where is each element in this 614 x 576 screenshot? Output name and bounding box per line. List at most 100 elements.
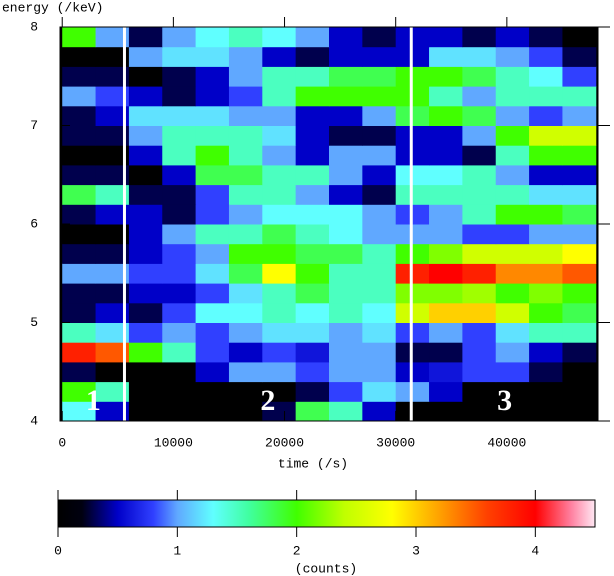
heatmap-cell bbox=[362, 125, 397, 146]
heatmap-cell bbox=[228, 164, 263, 186]
heatmap-cell bbox=[495, 263, 530, 284]
heatmap-cell bbox=[95, 361, 130, 383]
heatmap-cell bbox=[162, 322, 197, 343]
heatmap-cell bbox=[128, 105, 163, 126]
heatmap-cell bbox=[262, 263, 297, 284]
heatmap-cell bbox=[295, 283, 330, 304]
colorbar-tick-label: 1 bbox=[173, 543, 181, 558]
heatmap-cell bbox=[295, 361, 330, 383]
heatmap-cell bbox=[562, 381, 597, 402]
heatmap-cell bbox=[362, 322, 397, 343]
heatmap-cell bbox=[529, 145, 563, 166]
heatmap-cell bbox=[228, 66, 263, 87]
heatmap-cell bbox=[362, 204, 397, 225]
heatmap-cell bbox=[562, 66, 597, 87]
heatmap-cell bbox=[462, 145, 497, 166]
heatmap-cell bbox=[529, 381, 563, 402]
heatmap-cell bbox=[128, 27, 163, 48]
colorbar-tick-label: 4 bbox=[531, 543, 539, 558]
heatmap-cell bbox=[162, 302, 197, 323]
heatmap-cell bbox=[529, 243, 563, 264]
heatmap-cell bbox=[62, 105, 97, 126]
heatmap-cell bbox=[128, 401, 163, 422]
heatmap-cell bbox=[195, 361, 230, 383]
heatmap-cell bbox=[95, 184, 130, 205]
heatmap-cell bbox=[562, 86, 597, 107]
heatmap-cell bbox=[195, 164, 230, 186]
y-tick-label: 6 bbox=[30, 216, 38, 231]
heatmap-cell bbox=[562, 145, 597, 166]
heatmap-cell bbox=[329, 322, 363, 343]
heatmap-cell bbox=[462, 263, 497, 284]
heatmap-cell bbox=[95, 204, 130, 225]
heatmap-cell bbox=[429, 145, 463, 166]
heatmap-cell bbox=[429, 164, 463, 186]
heatmap-cell bbox=[462, 86, 497, 107]
heatmap-cell bbox=[62, 263, 97, 284]
region-annotation: 1 bbox=[86, 384, 101, 417]
heatmap-cell bbox=[462, 105, 497, 126]
heatmap-cell bbox=[195, 184, 230, 205]
heatmap-cell bbox=[62, 46, 97, 67]
colorbar bbox=[57, 499, 596, 528]
region-annotation: 3 bbox=[497, 384, 512, 417]
heatmap-cell bbox=[162, 46, 197, 67]
x-tick-label: 0 bbox=[58, 435, 66, 450]
heatmap-cell bbox=[562, 283, 597, 304]
heatmap-cell bbox=[329, 86, 363, 107]
heatmap-cell bbox=[62, 361, 97, 383]
heatmap-cell bbox=[329, 224, 363, 245]
heatmap-cell bbox=[95, 263, 130, 284]
heatmap-cell bbox=[362, 27, 397, 48]
heatmap-cell bbox=[195, 46, 230, 67]
heatmap-cell bbox=[262, 164, 297, 186]
heatmap-cell bbox=[228, 401, 263, 422]
heatmap-cell bbox=[295, 322, 330, 343]
heatmap-cell bbox=[95, 46, 130, 67]
heatmap-cell bbox=[162, 145, 197, 166]
heatmap-cell bbox=[195, 204, 230, 225]
heatmap-cell bbox=[62, 66, 97, 87]
heatmap-cell bbox=[529, 224, 563, 245]
colorbar-tick-label: 3 bbox=[412, 543, 420, 558]
heatmap-cell bbox=[228, 381, 263, 402]
heatmap-cell bbox=[429, 283, 463, 304]
heatmap-cell bbox=[495, 184, 530, 205]
heatmap-cell bbox=[529, 263, 563, 284]
heatmap-cell bbox=[429, 401, 463, 422]
heatmap-cell bbox=[228, 263, 263, 284]
heatmap-cell bbox=[262, 184, 297, 205]
heatmap-cell bbox=[362, 105, 397, 126]
heatmap-cell bbox=[128, 243, 163, 264]
heatmap-cell bbox=[429, 322, 463, 343]
heatmap-cell bbox=[462, 164, 497, 186]
y-tick-label: 5 bbox=[30, 315, 38, 330]
heatmap-cell bbox=[195, 302, 230, 323]
heatmap-cell bbox=[95, 125, 130, 146]
heatmap-cell bbox=[62, 86, 97, 107]
heatmap-cell bbox=[262, 401, 297, 422]
heatmap-cell bbox=[262, 302, 297, 323]
heatmap-cell bbox=[362, 283, 397, 304]
heatmap-cell bbox=[562, 204, 597, 225]
x-tick-label: 30000 bbox=[376, 435, 415, 450]
heatmap-cell bbox=[495, 342, 530, 363]
heatmap-cell bbox=[262, 27, 297, 48]
x-axis-label: time (/s) bbox=[278, 456, 348, 471]
heatmap-cell bbox=[329, 125, 363, 146]
heatmap-cell bbox=[162, 204, 197, 225]
heatmap-cell bbox=[562, 302, 597, 323]
heatmap-cell bbox=[529, 361, 563, 383]
heatmap-cell bbox=[462, 27, 497, 48]
heatmap-cell bbox=[195, 27, 230, 48]
heatmap-cell bbox=[462, 283, 497, 304]
heatmap-cell bbox=[462, 66, 497, 87]
heatmap-cell bbox=[95, 322, 130, 343]
heatmap-cell bbox=[429, 125, 463, 146]
colorbar-tick-label: 2 bbox=[293, 543, 301, 558]
heatmap-cell bbox=[262, 86, 297, 107]
heatmap-cell bbox=[162, 243, 197, 264]
heatmap-cell bbox=[295, 302, 330, 323]
